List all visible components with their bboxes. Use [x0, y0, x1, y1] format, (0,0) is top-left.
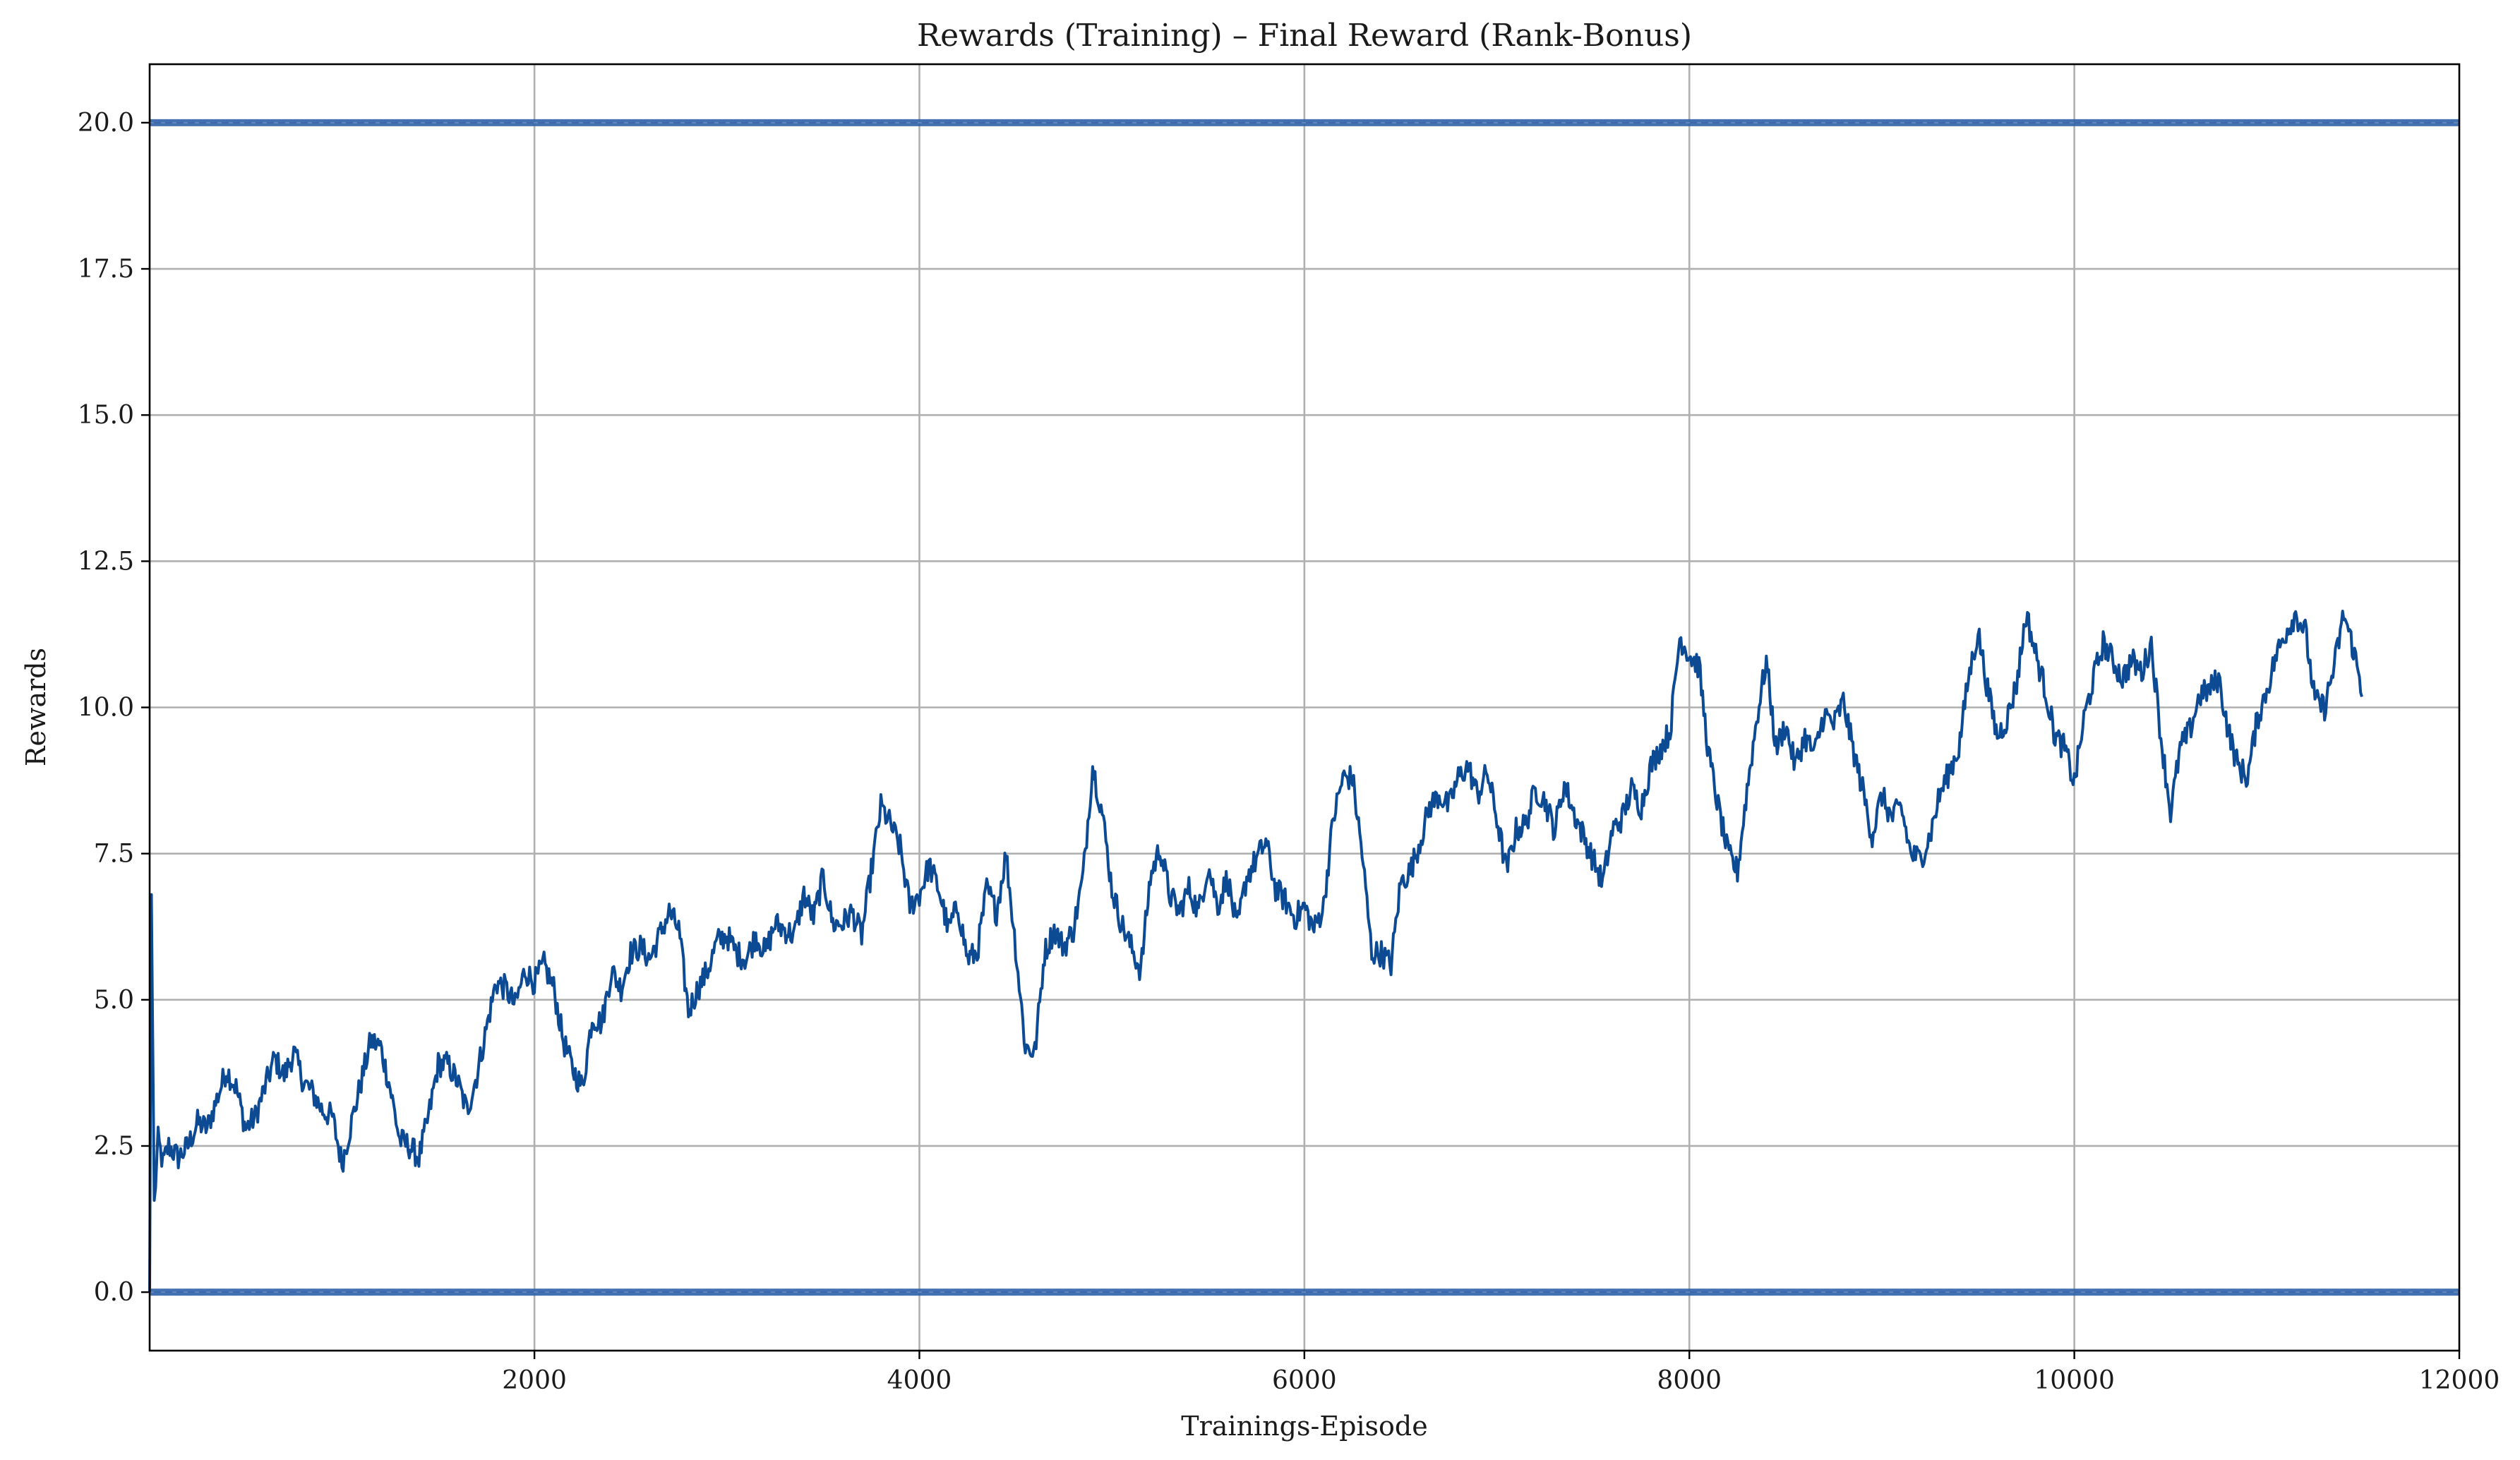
line-series — [148, 610, 2363, 1293]
x-tick-label: 8000 — [1657, 1366, 1722, 1395]
y-tick-label: 12.5 — [78, 547, 134, 576]
y-axis-ticks: 0.0 2.5 5.0 7.5 10.0 12.5 15.0 17.5 20.0 — [78, 109, 150, 1307]
scatter-series — [150, 119, 2459, 1296]
x-axis-label: Trainings-Episode — [1181, 1411, 1428, 1442]
y-tick-label: 17.5 — [78, 255, 134, 284]
y-tick-label: 7.5 — [94, 840, 134, 869]
y-axis-label: Rewards — [20, 648, 52, 766]
x-axis-ticks: 2000 4000 6000 8000 10000 12000 — [502, 1351, 2500, 1395]
x-tick-label: 6000 — [1272, 1366, 1337, 1395]
y-tick-label: 10.0 — [78, 694, 134, 723]
moving-average-line — [148, 610, 2363, 1293]
y-tick-label: 0.0 — [94, 1278, 134, 1307]
y-tick-label: 2.5 — [94, 1132, 134, 1161]
x-tick-label: 10000 — [2034, 1366, 2115, 1395]
y-tick-label: 15.0 — [78, 401, 134, 430]
y-tick-label: 20.0 — [78, 109, 134, 138]
chart-title: Rewards (Training) – Final Reward (Rank-… — [917, 18, 1692, 54]
y-tick-label: 5.0 — [94, 986, 134, 1015]
x-tick-label: 2000 — [502, 1366, 567, 1395]
x-tick-label: 4000 — [887, 1366, 952, 1395]
x-tick-label: 12000 — [2419, 1366, 2500, 1395]
